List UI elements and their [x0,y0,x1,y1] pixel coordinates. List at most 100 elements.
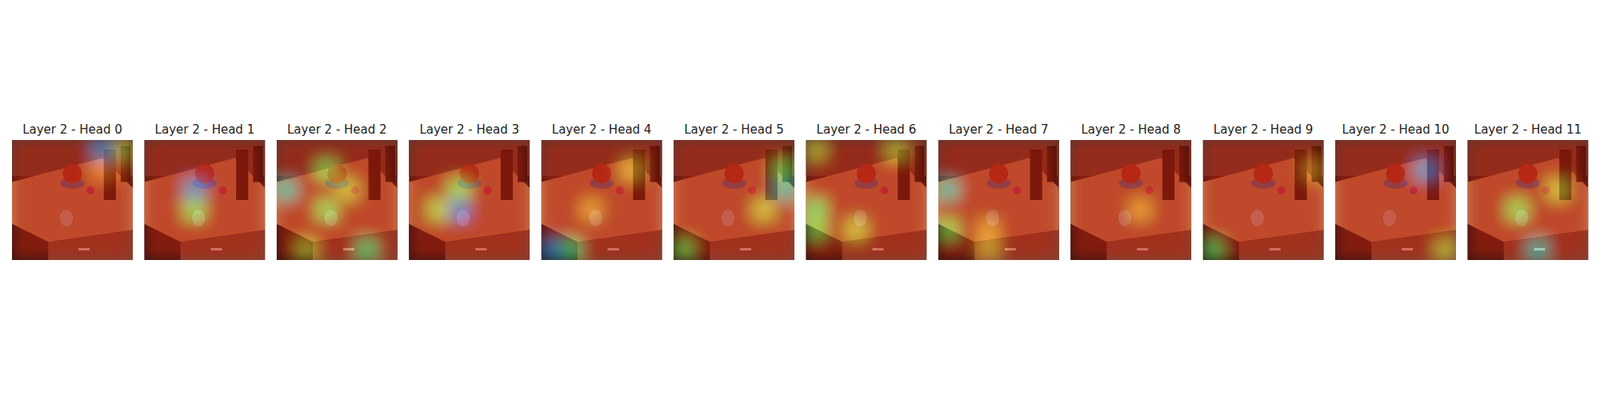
heat-cell [1283,220,1304,241]
heat-cell [316,140,338,161]
heat-cell [1171,200,1192,221]
heat-cell [1263,200,1284,221]
heat-cell [276,200,298,221]
scene [541,140,663,260]
heat-cell [92,240,113,261]
heat-cell [316,240,338,261]
heat-cell [1335,160,1356,181]
heat-cell [773,240,795,261]
heat-cell [1130,180,1152,201]
heat-cell [408,220,430,241]
heat-cell [693,240,715,261]
heat-cell [865,180,887,201]
heat-cell [560,240,582,261]
heat-cell [886,180,908,201]
heat-cell [845,240,867,261]
heat-cell [448,180,470,201]
heat-cell [825,240,847,261]
scene-table [12,158,133,243]
heat-cell [276,220,298,241]
scene [805,140,927,260]
heat-cell [601,180,623,201]
heat-cell [1487,140,1508,161]
heat-cell [1070,240,1092,261]
heat-cell [1415,220,1436,241]
heatmap [1467,140,1588,260]
heat-cell [773,140,795,161]
heat-cell [1435,200,1456,221]
heat-cell [713,160,735,181]
heat-cell [1222,200,1244,221]
heat-cell [1527,160,1548,181]
heat-cell [1507,160,1528,181]
heat-cell [1038,240,1060,261]
heat-cell [1303,140,1324,161]
scene-table [1467,158,1588,243]
heat-cell [978,220,1000,241]
heat-cell [1507,200,1528,221]
plot-area [408,140,530,260]
panel: Layer 2 - Head 4 [540,122,663,261]
panel: Layer 2 - Head 10 [1335,122,1457,261]
heat-cell [1303,220,1324,241]
heat-cell [1375,140,1396,161]
heat-cell [52,140,73,161]
heat-cell [1222,160,1244,181]
heat-cell [164,240,185,261]
heat-cell [144,180,165,201]
panel: Layer 2 - Head 1 [144,122,266,261]
heat-cell [184,200,205,221]
heat-cell [560,180,582,201]
scene-bg [1467,140,1588,260]
scene-bg [938,140,1060,260]
heat-cell [1090,160,1112,181]
heat-cell [488,180,510,201]
heat-cell [92,140,113,161]
heat-cell [1018,220,1040,241]
heat-cell [938,220,960,241]
heat-cell [938,160,960,181]
heat-cell [673,180,695,201]
heat-cell [906,240,928,261]
heatmap [805,140,927,260]
heat-cell [428,220,450,241]
heat-cell [1242,180,1264,201]
heat-cell [825,180,847,201]
heat-cell [184,160,205,181]
heat-cell [12,180,33,201]
heat-cell [509,240,531,261]
heat-cell [428,140,450,161]
heat-cell [1548,180,1569,201]
scene-table [144,158,265,243]
heat-cell [1070,160,1092,181]
heat-cell [1467,160,1488,181]
heat-cell [560,160,582,181]
heatmap [1070,140,1192,260]
heat-cell [938,180,960,201]
heat-cell [336,160,358,181]
heat-cell [144,240,165,261]
heat-cell [1527,180,1548,201]
heat-cell [1110,180,1132,201]
heat-cell [1568,200,1589,221]
heat-cell [1110,240,1132,261]
heat-cell [112,220,133,241]
heat-cell [1150,180,1172,201]
heat-cell [1467,200,1488,221]
heat-cell [1171,140,1192,161]
scene [12,140,133,260]
heat-cell [468,220,490,241]
heat-cell [1130,240,1152,261]
heat-cell [1435,240,1456,261]
heat-cell [1395,180,1416,201]
heat-cell [673,140,695,161]
heat-cell [998,220,1020,241]
heat-cell [1150,160,1172,181]
panel: Layer 2 - Head 11 [1467,122,1589,261]
panel-title: Layer 2 - Head 9 [1213,122,1314,137]
heat-cell [938,200,960,221]
heat-cell [580,160,602,181]
heat-cell [1568,220,1589,241]
heat-cell [1222,140,1244,161]
heat-cell [601,160,623,181]
